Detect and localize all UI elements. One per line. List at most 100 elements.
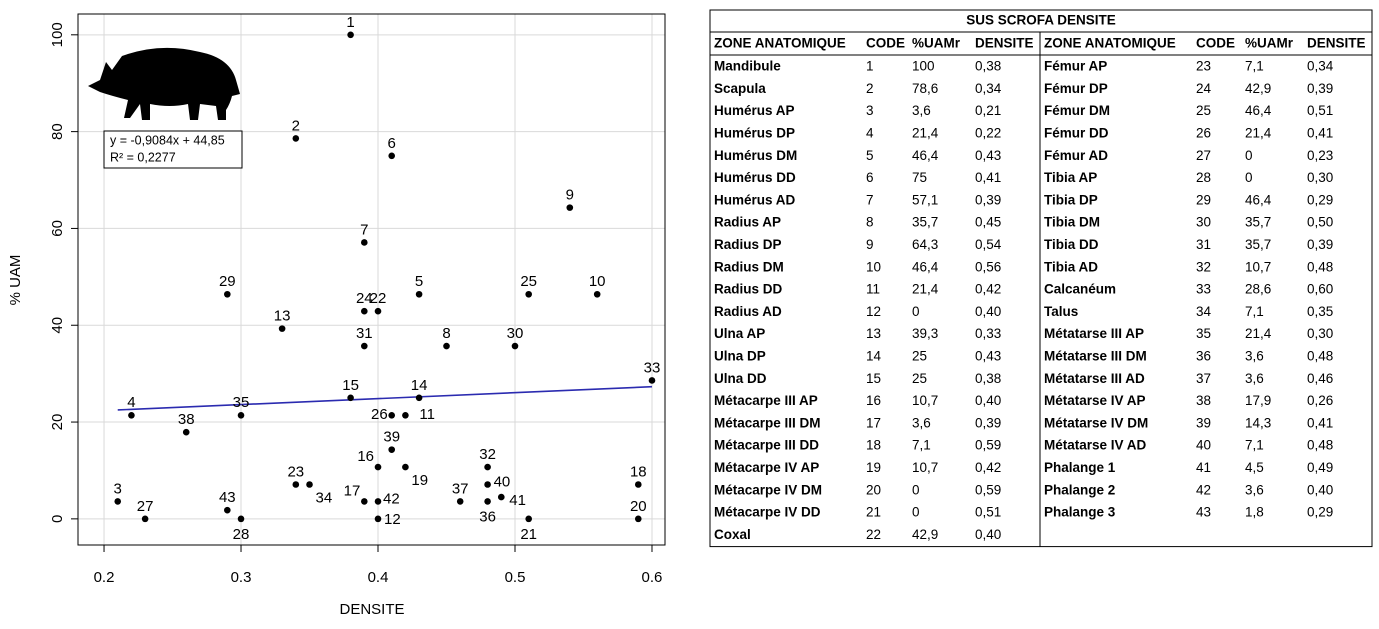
table-cell: 0,51: [975, 505, 1001, 520]
point: [525, 290, 532, 298]
table-cell: 34: [1196, 304, 1212, 319]
point-label: 14: [411, 377, 428, 394]
table-cell: 42,9: [1245, 81, 1271, 96]
point: [361, 239, 368, 246]
table-cell: 13: [866, 326, 881, 341]
column-header: ZONE ANATOMIQUE: [1044, 36, 1176, 51]
table-cell: 23: [1196, 59, 1211, 74]
table-cell: Humérus AP: [714, 103, 795, 118]
point: [484, 481, 491, 488]
table-cell: 78,6: [912, 81, 938, 96]
point: [374, 515, 382, 523]
y-tick-label: 40: [49, 317, 66, 334]
table-cell: Radius AP: [714, 215, 781, 230]
table-cell: 0,22: [975, 125, 1001, 140]
table-cell: 0,40: [975, 304, 1001, 319]
table-cell: 39: [1196, 415, 1211, 430]
table-cell: 21,4: [912, 125, 939, 140]
point: [415, 290, 423, 298]
table-cell: 21,4: [1245, 125, 1272, 140]
point: [388, 411, 396, 419]
table-cell: Métacarpe III DM: [714, 415, 821, 430]
table-cell: 0,60: [1307, 282, 1333, 297]
table-cell: 0,29: [1307, 505, 1333, 520]
point-label: 30: [507, 325, 524, 342]
plot-frame: [77, 13, 666, 546]
table-cell: 0,51: [1307, 103, 1333, 118]
table-cell: 0: [1245, 148, 1253, 163]
table-cell: 14,3: [1245, 415, 1271, 430]
point-label: 41: [509, 492, 526, 509]
point-label: 2: [292, 117, 300, 134]
table-cell: 0,34: [975, 81, 1002, 96]
point: [388, 152, 396, 160]
table-cell: 0,45: [975, 215, 1001, 230]
point: [484, 498, 491, 505]
point: [292, 135, 300, 142]
point: [141, 515, 149, 523]
table-cell: Radius DM: [714, 259, 784, 274]
table-cell: 38: [1196, 393, 1211, 408]
table-cell: Calcanéum: [1044, 282, 1116, 297]
point: [278, 325, 286, 332]
x-tick-label: 0.6: [642, 569, 663, 586]
table-cell: Tibia AD: [1044, 259, 1098, 274]
point: [374, 498, 382, 505]
table-cell: 21: [866, 505, 881, 520]
table-cell: Scapula: [714, 81, 766, 96]
table-cell: 1,8: [1245, 505, 1264, 520]
point: [361, 342, 368, 350]
table-cell: Radius AD: [714, 304, 782, 319]
table-cell: Radius DP: [714, 237, 782, 252]
point-label: 20: [630, 498, 647, 515]
table-cell: 0,39: [1307, 81, 1333, 96]
r-squared: R² = 0,2277: [110, 150, 176, 164]
point-label: 28: [233, 526, 250, 543]
point-label: 38: [178, 411, 195, 428]
table-cell: 0,23: [1307, 148, 1333, 163]
table-cell: 35: [1196, 326, 1211, 341]
table-cell: 0: [912, 304, 920, 319]
table-cell: 29: [1196, 192, 1211, 207]
point-label: 27: [137, 498, 154, 515]
table-cell: Fémur DM: [1044, 103, 1110, 118]
table-cell: 0,39: [975, 415, 1001, 430]
table-cell: 0,48: [1307, 348, 1333, 363]
point-label: 21: [520, 526, 537, 543]
point-label: 5: [415, 273, 423, 290]
table-cell: Humérus DM: [714, 148, 797, 163]
point: [634, 481, 642, 488]
table-cell: 0,56: [975, 259, 1001, 274]
table-cell: 0,30: [1307, 170, 1333, 185]
table-cell: Talus: [1044, 304, 1078, 319]
table-cell: 0,21: [975, 103, 1001, 118]
column-header: DENSITE: [975, 36, 1034, 51]
table-cell: 0,40: [975, 527, 1001, 542]
point-label: 31: [356, 325, 373, 342]
table-cell: 0: [1245, 170, 1253, 185]
y-tick-label: 20: [49, 414, 66, 431]
table-cell: 39,3: [912, 326, 938, 341]
point-label: 26: [371, 406, 388, 423]
point: [443, 342, 450, 350]
point-label: 24: [356, 290, 373, 307]
table-cell: 0,42: [975, 460, 1001, 475]
table-cell: Métacarpe IV AP: [714, 460, 819, 475]
point-label: 33: [644, 359, 661, 376]
table-cell: Coxal: [714, 527, 751, 542]
table-cell: 3,6: [1245, 371, 1264, 386]
table-cell: Ulna DD: [714, 371, 767, 386]
annotation-box: [103, 130, 243, 169]
table-cell: 3,6: [1245, 482, 1264, 497]
table-cell: 6: [866, 170, 874, 185]
table-cell: 0,40: [975, 393, 1001, 408]
table-cell: 11: [866, 282, 880, 297]
point-label: 8: [442, 325, 450, 342]
table-cell: 30: [1196, 215, 1211, 230]
point-label: 39: [383, 429, 400, 446]
point: [511, 342, 519, 350]
point: [347, 31, 354, 39]
point-label: 17: [344, 482, 361, 499]
table-cell: 75: [912, 170, 927, 185]
